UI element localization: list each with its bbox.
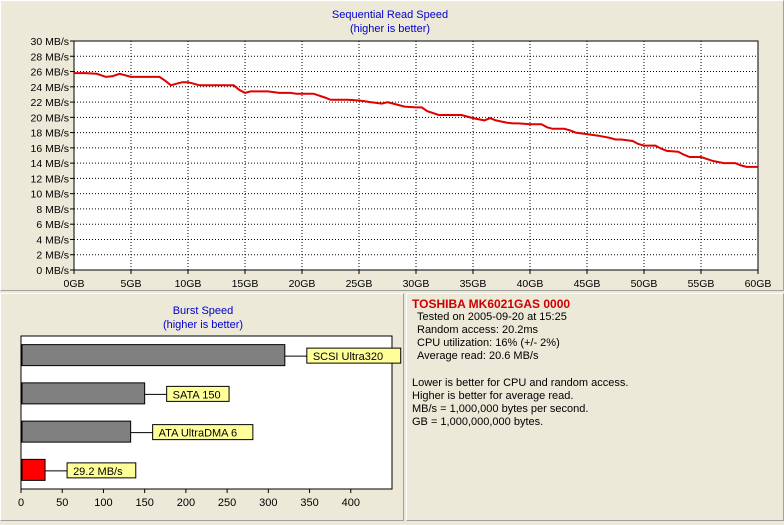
y-tick-label: 22 MB/s xyxy=(30,97,69,109)
burst-label-box xyxy=(166,385,230,402)
drive-model-title: TOSHIBA MK6021GAS 0000 xyxy=(412,297,571,311)
y-tick-label: 8 MB/s xyxy=(36,204,69,216)
y-tick-label: 18 MB/s xyxy=(30,128,69,140)
y-tick-label: 2 MB/s xyxy=(36,250,69,262)
burst-x-tick-label: 50 xyxy=(56,497,68,509)
burst-x-tick-label: 400 xyxy=(342,497,360,509)
burst-speed-panel: Burst Speed (higher is better) SCSI Ultr… xyxy=(0,293,404,521)
y-tick-label: 20 MB/s xyxy=(30,112,69,124)
y-tick-label: 16 MB/s xyxy=(30,143,69,155)
burst-title: Burst Speed xyxy=(173,305,234,317)
test-date: Tested on 2005-09-20 at 15:25 xyxy=(417,311,567,323)
cpu-utilization: CPU utilization: 16% (+/- 2%) xyxy=(417,337,560,349)
burst-x-tick-label: 250 xyxy=(218,497,236,509)
x-tick-label: 0GB xyxy=(63,278,84,290)
burst-x-tick-label: 350 xyxy=(300,497,318,509)
chart-title: Sequential Read Speed xyxy=(332,9,448,21)
note-line: Lower is better for CPU and random acces… xyxy=(412,377,629,389)
burst-label: 29.2 MB/s xyxy=(73,466,123,478)
burst-label: SCSI Ultra320 xyxy=(313,351,383,363)
burst-x-tick-label: 200 xyxy=(177,497,195,509)
burst-label: ATA UltraDMA 6 xyxy=(159,428,237,440)
average-read: Average read: 20.6 MB/s xyxy=(417,350,539,362)
burst-bar xyxy=(21,458,46,481)
x-tick-label: 35GB xyxy=(460,278,487,290)
y-tick-label: 26 MB/s xyxy=(30,67,69,79)
burst-x-tick-label: 100 xyxy=(94,497,112,509)
burst-label-box xyxy=(152,424,254,441)
drive-info-panel: TOSHIBA MK6021GAS 0000 Tested on 2005-09… xyxy=(406,293,784,521)
y-tick-label: 10 MB/s xyxy=(30,189,69,201)
x-tick-label: 55GB xyxy=(688,278,715,290)
sequential-read-panel: Sequential Read Speed (higher is better)… xyxy=(0,0,784,291)
burst-bar xyxy=(21,382,146,405)
y-tick-label: 0 MB/s xyxy=(36,265,69,277)
chart-subtitle: (higher is better) xyxy=(350,23,430,35)
random-access: Random access: 20.2ms xyxy=(417,324,539,336)
burst-subtitle: (higher is better) xyxy=(163,319,243,331)
x-tick-label: 15GB xyxy=(232,278,259,290)
y-tick-label: 24 MB/s xyxy=(30,82,69,94)
read-speed-series-line xyxy=(74,72,758,168)
grid-lines xyxy=(74,41,758,270)
x-axis-ticks: 0GB 5GB 10GB 15GB 20GB 25GB 30GB 35GB 40GB 45GB 50… xyxy=(63,270,771,290)
x-tick-label: 25GB xyxy=(346,278,373,290)
x-tick-label: 10GB xyxy=(175,278,202,290)
burst-bar xyxy=(21,420,132,443)
note-line: GB = 1,000,000,000 bytes. xyxy=(412,416,544,428)
sequential-read-chart: Sequential Read Speed (higher is better)… xyxy=(30,9,771,290)
burst-bar xyxy=(21,344,286,367)
y-tick-label: 30 MB/s xyxy=(30,36,69,48)
burst-x-axis-ticks: 0 50 100 150 200 250 300 350 400 xyxy=(18,489,360,509)
x-tick-label: 45GB xyxy=(574,278,601,290)
y-tick-label: 28 MB/s xyxy=(30,51,69,63)
burst-x-tick-label: 300 xyxy=(259,497,277,509)
x-tick-label: 20GB xyxy=(289,278,316,290)
note-line: Higher is better for average read. xyxy=(412,390,574,402)
y-tick-label: 4 MB/s xyxy=(36,234,69,246)
burst-label: SATA 150 xyxy=(173,389,221,401)
burst-x-tick-label: 0 xyxy=(18,497,24,509)
x-tick-label: 60GB xyxy=(745,278,772,290)
x-tick-label: 5GB xyxy=(120,278,141,290)
note-line: MB/s = 1,000,000 bytes per second. xyxy=(412,403,589,415)
y-tick-label: 12 MB/s xyxy=(30,173,69,185)
burst-label-box xyxy=(66,462,137,479)
x-tick-label: 40GB xyxy=(517,278,544,290)
x-tick-label: 50GB xyxy=(631,278,658,290)
y-axis-ticks: 0 MB/s 2 MB/s 4 MB/s 6 MB/s 8 MB/s 10 MB/s 12 … xyxy=(30,36,74,277)
burst-bars: SCSI Ultra320 SATA 150 ATA UltraDMA 6 29.2 … xyxy=(21,344,402,481)
x-tick-label: 30GB xyxy=(403,278,430,290)
burst-x-tick-label: 150 xyxy=(135,497,153,509)
y-tick-label: 6 MB/s xyxy=(36,219,69,231)
burst-label-box xyxy=(306,347,402,364)
burst-speed-chart: Burst Speed (higher is better) SCSI Ultr… xyxy=(18,305,402,509)
y-tick-label: 14 MB/s xyxy=(30,158,69,170)
